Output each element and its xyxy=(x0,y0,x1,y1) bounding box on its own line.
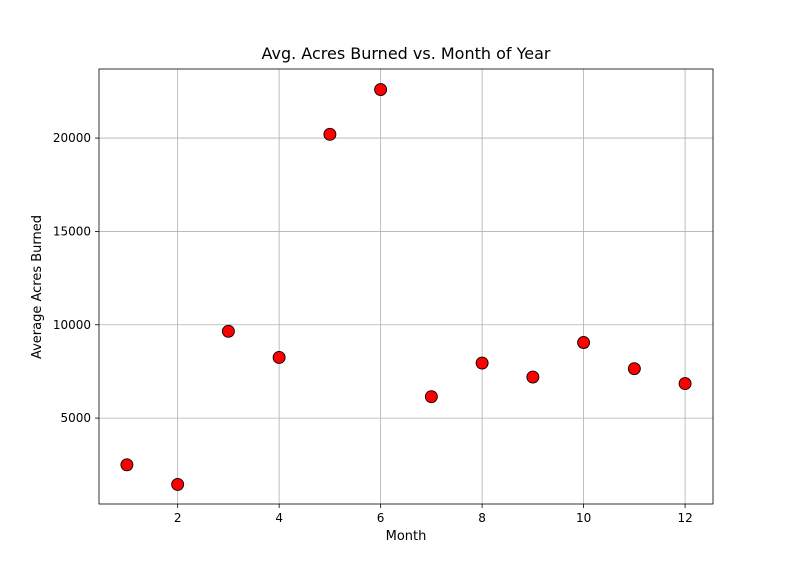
data-point xyxy=(424,390,438,404)
x-tick-label: 6 xyxy=(377,511,385,525)
x-axis-label: Month xyxy=(386,529,427,544)
y-tick-label: 20000 xyxy=(53,131,91,145)
x-tick-label: 12 xyxy=(677,511,692,525)
data-point xyxy=(120,458,134,472)
x-tick-label: 2 xyxy=(174,511,182,525)
data-point xyxy=(272,350,286,364)
data-point xyxy=(475,356,489,370)
data-point xyxy=(577,336,591,349)
data-point xyxy=(627,362,641,376)
y-axis-label: Average Acres Burned xyxy=(30,215,45,359)
y-tick-label: 15000 xyxy=(53,224,91,238)
chart-title: Avg. Acres Burned vs. Month of Year xyxy=(262,44,551,63)
data-point xyxy=(171,477,185,491)
data-points xyxy=(120,83,692,491)
y-tick-label: 5000 xyxy=(60,411,91,425)
x-tick-label: 4 xyxy=(275,511,283,525)
data-point xyxy=(374,83,388,96)
data-point xyxy=(526,370,540,384)
plot-area-frame xyxy=(98,68,714,505)
y-tick-label: 10000 xyxy=(53,318,91,332)
axis-ticks: 2 4 6 8 10 12 5000 10000 15000 20000 xyxy=(53,131,693,525)
x-tick-label: 8 xyxy=(478,511,486,525)
data-point xyxy=(678,377,692,391)
grid xyxy=(99,69,713,504)
x-tick-label: 10 xyxy=(576,511,591,525)
data-point xyxy=(323,127,337,141)
data-point xyxy=(221,324,235,338)
